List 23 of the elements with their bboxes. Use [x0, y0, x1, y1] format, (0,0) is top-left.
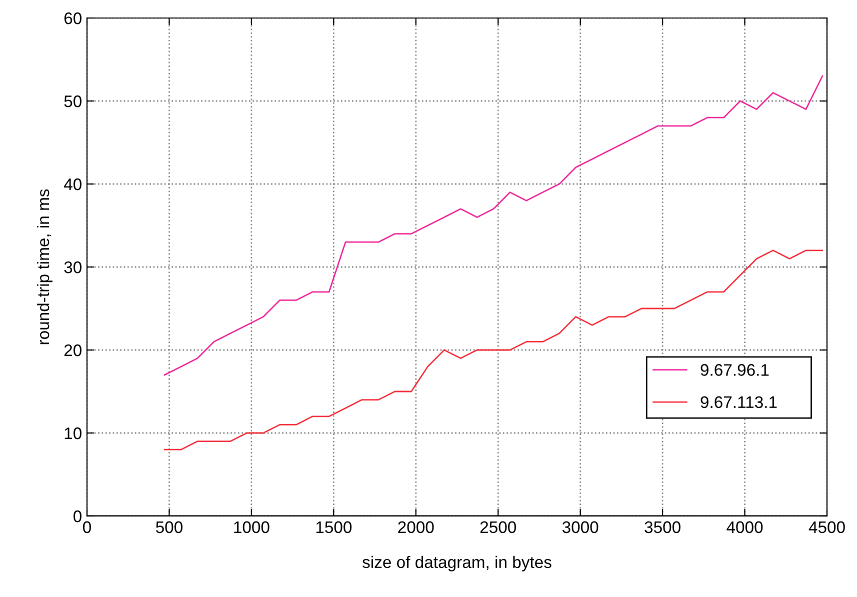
y-tick-label: 10	[64, 427, 82, 440]
x-tick-label: 3500	[644, 521, 680, 534]
y-tick-label: 20	[64, 344, 82, 356]
x-tick-label: 2500	[480, 521, 516, 534]
legend-label: 9.67.96.1	[700, 364, 769, 376]
y-tick-label: 0	[74, 510, 82, 522]
x-tick-label: 500	[156, 521, 182, 534]
y-tick-label: 40	[64, 178, 82, 190]
x-tick-label: 3000	[562, 521, 598, 534]
x-tick-label: 2000	[398, 521, 434, 534]
line-series	[164, 250, 824, 450]
y-tick-label: 30	[64, 261, 82, 274]
x-tick-label: 4000	[726, 521, 763, 534]
legend-label: 9.67.113.1	[700, 396, 777, 408]
x-tick-label: 0	[83, 521, 91, 534]
y-tick-label: 60	[64, 12, 82, 24]
x-tick-label: 4500	[808, 521, 845, 534]
y-tick-label: 50	[64, 95, 82, 108]
x-tick-label: 1500	[316, 521, 352, 534]
x-axis-title: size of datagram, in bytes	[362, 556, 552, 572]
y-axis-title: round-trip time, in ms	[36, 189, 52, 344]
line-series	[164, 75, 824, 376]
x-tick-label: 1000	[234, 521, 270, 534]
